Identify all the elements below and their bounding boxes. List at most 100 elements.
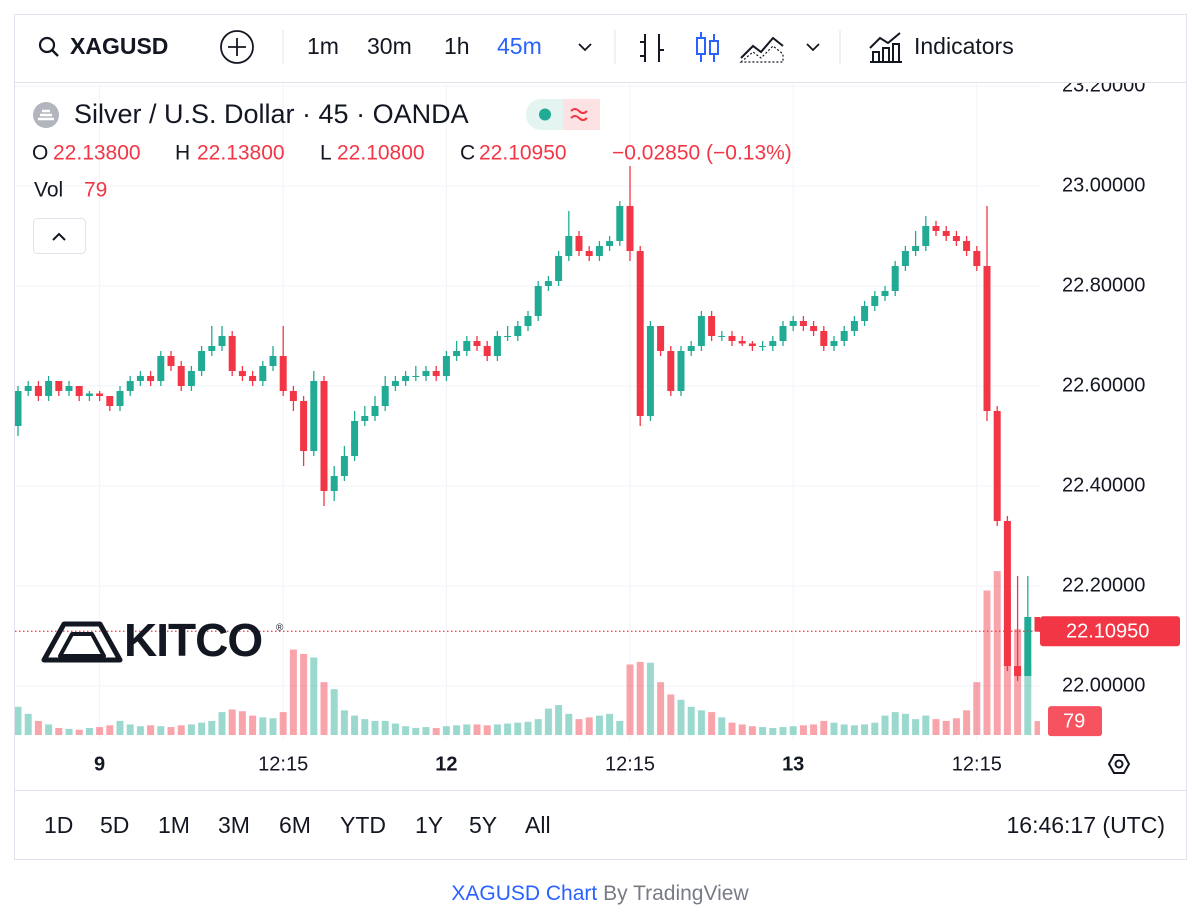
volume-bar	[65, 728, 73, 735]
compare-button[interactable]	[220, 30, 254, 64]
candle-body	[249, 376, 257, 381]
candle-body	[45, 381, 53, 396]
volume-bar	[228, 709, 236, 735]
range-button[interactable]: 1Y	[415, 812, 443, 838]
volume-bar	[932, 719, 940, 735]
volume-bar	[289, 649, 297, 735]
candle-body	[544, 281, 552, 286]
candle-body	[820, 331, 828, 346]
volume-bar	[810, 724, 818, 735]
volume-bar	[718, 717, 726, 735]
range-button[interactable]: YTD	[340, 812, 386, 838]
y-tick-label: 22.80000	[1062, 274, 1145, 296]
candle-body	[759, 346, 767, 347]
range-button[interactable]: 1M	[158, 812, 190, 838]
candle-body	[1024, 617, 1032, 676]
y-tick-label: 22.20000	[1062, 574, 1145, 596]
candle-body	[259, 366, 267, 381]
x-tick-label: 13	[782, 753, 804, 775]
volume-bar	[636, 661, 644, 735]
volume-bar	[55, 727, 63, 735]
volume-bar	[442, 726, 450, 735]
volume-bar	[963, 710, 971, 735]
volume-bar	[942, 720, 950, 735]
volume-bar	[402, 726, 410, 735]
interval-menu[interactable]	[578, 43, 592, 52]
interval-button[interactable]: 45m	[497, 33, 542, 59]
axis-settings[interactable]	[1107, 754, 1131, 774]
volume-bar	[198, 722, 206, 735]
candle-body	[493, 336, 501, 356]
candle-body	[901, 251, 909, 266]
indicators-button[interactable]: Indicators	[869, 32, 1014, 63]
candle-body	[432, 371, 440, 376]
range-button[interactable]: 5Y	[469, 812, 497, 838]
x-tick-label: 9	[94, 753, 105, 775]
time-axis: 9 12:15 12 12:15 13 12:15	[94, 753, 1002, 775]
volume-bar	[759, 727, 767, 735]
volume-bar	[473, 724, 481, 735]
volume-bar	[830, 722, 838, 735]
range-button[interactable]: All	[525, 812, 551, 838]
interval-button[interactable]: 30m	[367, 33, 412, 59]
candle-body	[15, 391, 22, 426]
volume-bar	[381, 720, 389, 735]
volume-bar	[34, 720, 42, 735]
bar-style-button[interactable]	[640, 34, 664, 62]
candle-body	[912, 246, 920, 251]
candle-body	[667, 351, 675, 391]
candle-body	[922, 226, 930, 246]
logo-mark	[58, 632, 106, 658]
compare-icon	[228, 38, 246, 56]
candle-style-button[interactable]	[696, 32, 719, 62]
candle-body	[646, 326, 654, 416]
candle-body	[136, 376, 144, 381]
area-style-button[interactable]	[739, 36, 784, 63]
candles-icon	[709, 40, 719, 55]
candle-body	[973, 251, 981, 266]
candle-body	[167, 356, 175, 366]
volume-bar	[606, 713, 614, 735]
volume-bar	[218, 712, 226, 735]
volume-bar	[157, 726, 165, 735]
volume-bar	[432, 727, 440, 735]
x-tick-label: 12:15	[605, 753, 655, 775]
collapse-legend[interactable]	[33, 218, 86, 254]
candle-body	[300, 401, 308, 451]
volume-bar	[453, 725, 461, 735]
range-button[interactable]: 5D	[100, 812, 129, 838]
interval-button[interactable]: 1h	[444, 33, 470, 59]
candle-body	[514, 326, 522, 336]
volume-bar	[555, 705, 563, 735]
candle-body	[391, 381, 399, 386]
candle-body	[789, 321, 797, 326]
candle-body	[565, 236, 573, 256]
candle-body	[585, 251, 593, 256]
candle-body	[473, 341, 481, 346]
volume-bar	[1024, 664, 1032, 735]
volume-bar	[300, 653, 308, 735]
volume-bar	[616, 720, 624, 735]
settings-icon	[1114, 759, 1124, 769]
candle-body	[963, 241, 971, 251]
volume-bar	[361, 719, 369, 735]
volume-bar	[463, 724, 471, 735]
candle-body	[330, 476, 338, 491]
chart-link[interactable]: XAGUSD Chart	[451, 882, 597, 905]
interval-button[interactable]: 1m	[307, 33, 339, 59]
volume-bar	[738, 724, 746, 735]
volume-value: 79	[84, 179, 107, 202]
x-tick-label: 12:15	[258, 753, 308, 775]
style-menu[interactable]	[806, 43, 820, 52]
range-button[interactable]: 6M	[279, 812, 311, 838]
range-button[interactable]: 3M	[218, 812, 250, 838]
y-tick-label: 22.40000	[1062, 474, 1145, 496]
symbol-search[interactable]: XAGUSD	[38, 33, 168, 59]
candle-body	[1014, 666, 1022, 676]
logo-text: KITCO	[124, 614, 262, 666]
volume-bar	[106, 725, 114, 735]
x-tick-label: 12	[435, 753, 457, 775]
candle-body	[289, 391, 297, 401]
range-button[interactable]: 1D	[44, 812, 73, 838]
